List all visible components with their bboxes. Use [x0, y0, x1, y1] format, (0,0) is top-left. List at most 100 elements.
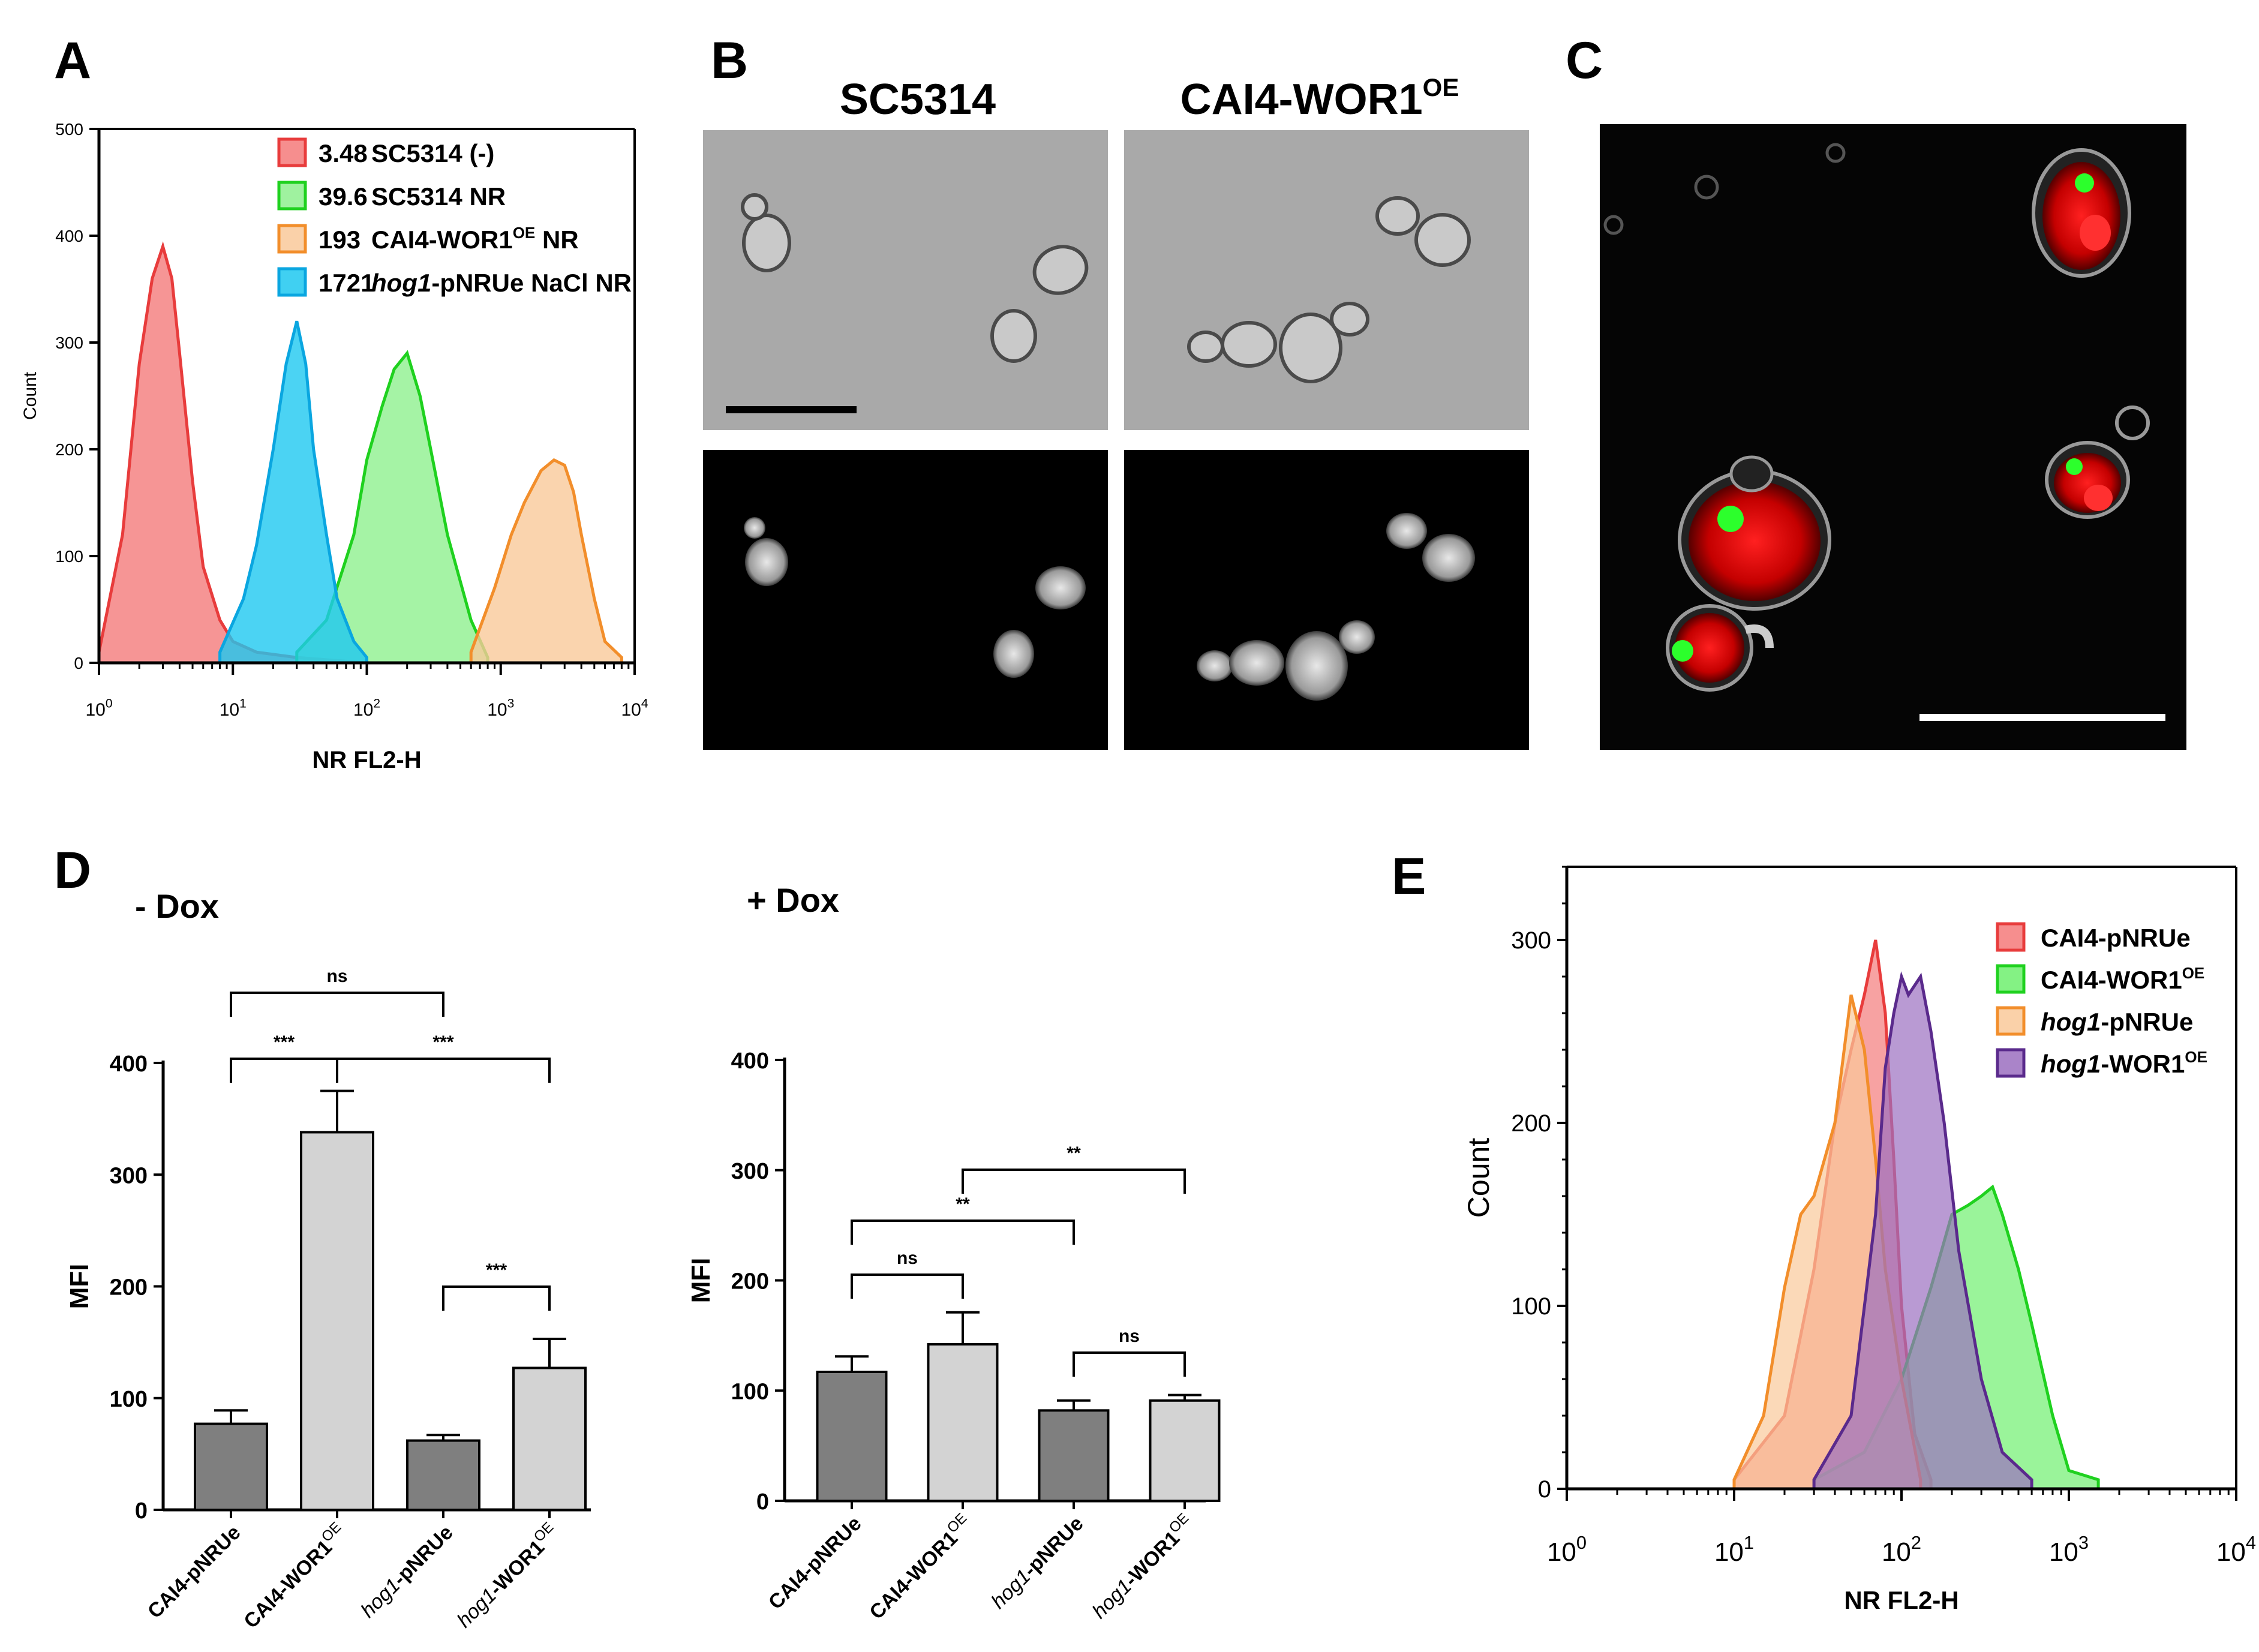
y-tick-label: 100: [110, 1387, 148, 1412]
panel-d-bar-chart-plus-dox: 0100200300400MFICAI4-pNRUeCAI4-WOR1OEhog…: [686, 1049, 1221, 1624]
panel-a: A 0 100 200 300 400 500 100 101 102 103 104 NR FL2-…: [20, 32, 648, 773]
legend-swatch: [277, 137, 307, 167]
legend-swatch: [277, 224, 307, 254]
x-tick-label: 103: [2049, 1532, 2089, 1567]
significance-label: ns: [1119, 1326, 1140, 1346]
x-tick-label: 101: [220, 697, 247, 720]
histogram-series-4: [1812, 971, 2033, 1491]
significance-bracket: [442, 1285, 551, 1311]
fluorescence-image-sc5314: [703, 450, 1108, 750]
bar: [1149, 1399, 1221, 1503]
x-tick-label: 101: [1714, 1532, 1754, 1567]
y-tick-label: 500: [55, 120, 83, 139]
y-tick-label: 400: [55, 227, 83, 245]
y-tick-label: 300: [55, 334, 83, 352]
x-tick-label: 102: [1882, 1532, 1921, 1567]
panel-a-histogram: 0 100 200 300 400 500 100 101 102 103 104 NR FL2-H C…: [20, 120, 648, 773]
brightfield-image-cai4-wor1oe: [1124, 130, 1529, 430]
legend-swatch: [1996, 964, 2026, 994]
legend-label: CAI4-pNRUe: [2041, 924, 2191, 952]
panel-d-letter: D: [54, 842, 91, 899]
bar: [194, 1422, 268, 1511]
significance-label: **: [1067, 1143, 1081, 1163]
significance-label: ***: [432, 1032, 453, 1052]
legend-label: CAI4-WOR1OE: [2041, 964, 2204, 994]
x-tick-label: 100: [85, 697, 112, 720]
y-tick-label: 300: [110, 1163, 148, 1188]
y-tick-label: 0: [74, 654, 83, 672]
y-tick-label: 400: [110, 1052, 148, 1077]
bar: [1038, 1409, 1110, 1502]
significance-label: **: [956, 1194, 970, 1214]
x-axis-title: NR FL2-H: [312, 747, 421, 773]
x-tick-label: 104: [621, 697, 648, 720]
y-axis-title: MFI: [65, 1264, 94, 1309]
panel-d-bar-chart-minus-dox: 0100200300400MFICAI4-pNRUeCAI4-WOR1OEhog…: [65, 966, 591, 1633]
x-tick-label: 104: [2216, 1532, 2256, 1567]
category-label: CAI4-WOR1OE: [238, 1519, 352, 1633]
legend-label: hog1-WOR1OE: [2041, 1048, 2207, 1078]
y-tick-label: 200: [55, 440, 83, 459]
category-label: hog1-WOR1OE: [450, 1519, 564, 1632]
legend-swatch: [1996, 1006, 2026, 1036]
brightfield-image-sc5314: [703, 130, 1108, 430]
category-label: CAI4-pNRUe: [143, 1521, 245, 1623]
legend-swatch: [1996, 922, 2026, 952]
category-label: CAI4-WOR1OE: [863, 1510, 977, 1624]
legend-label: SC5314 (-): [371, 139, 494, 167]
y-tick-label: 200: [731, 1269, 769, 1294]
panel-e-letter: E: [1392, 848, 1426, 905]
panel-c-letter: C: [1566, 32, 1603, 89]
y-tick-label: 0: [1538, 1476, 1551, 1503]
significance-bracket: [851, 1220, 1075, 1245]
bar: [816, 1371, 888, 1502]
y-tick-label: 400: [731, 1049, 769, 1074]
significance-label: ***: [274, 1032, 295, 1052]
legend-label: hog1-pNRUe NaCl NR: [371, 269, 632, 297]
y-tick-label: 200: [1511, 1110, 1551, 1137]
legend-label: SC5314 NR: [371, 182, 506, 211]
significance-label: ***: [486, 1260, 507, 1280]
bar: [927, 1343, 999, 1502]
legend-swatch: [1996, 1048, 2026, 1078]
significance-label: ns: [897, 1248, 918, 1268]
significance-bracket: [962, 1169, 1186, 1194]
x-tick-label: 102: [353, 697, 380, 720]
y-tick-label: 100: [1511, 1293, 1551, 1320]
category-label: hog1-WOR1OE: [1086, 1510, 1199, 1623]
x-axis-title: NR FL2-H: [1844, 1586, 1958, 1614]
panel-d-right-title: + Dox: [747, 881, 839, 919]
legend-label: CAI4-WOR1OE NR: [371, 224, 579, 254]
y-tick-label: 0: [135, 1498, 148, 1524]
panel-b-col2-title: CAI4-WOR1OE: [1180, 73, 1459, 124]
bar: [406, 1439, 480, 1511]
fluorescence-image-cai4-wor1oe: [1124, 450, 1529, 750]
y-tick-label: 0: [756, 1489, 769, 1515]
legend-value: 39.6: [319, 182, 368, 211]
legend-label: hog1-pNRUe: [2041, 1008, 2193, 1036]
y-axis-title: Count: [1462, 1138, 1495, 1218]
panel-b: B SC5314 CAI4-WOR1OE: [703, 32, 1529, 750]
significance-label: ns: [326, 966, 347, 986]
legend-value: 3.48: [319, 139, 368, 167]
category-label: hog1-pNRUe: [987, 1512, 1088, 1614]
y-tick-label: 100: [55, 547, 83, 566]
panel-c: C: [1566, 32, 2186, 750]
category-label: hog1-pNRUe: [356, 1521, 458, 1623]
panel-b-col1-title: SC5314: [840, 76, 996, 124]
y-tick-label: 200: [110, 1275, 148, 1300]
confocal-image: [1600, 124, 2186, 750]
significance-bracket: [851, 1273, 964, 1299]
y-tick-label: 300: [1511, 927, 1551, 954]
y-tick-label: 300: [731, 1159, 769, 1184]
panel-b-letter: B: [711, 32, 748, 89]
legend-value: 1721: [319, 269, 374, 297]
significance-bracket: [230, 1058, 338, 1083]
histogram-series-4: [218, 320, 368, 665]
panel-d: D - Dox + Dox 0 100 200 300 400 MFI CAI4-pNRUe…: [54, 842, 1221, 1633]
panel-d-left-title: - Dox: [135, 887, 219, 925]
x-tick-label: 100: [1547, 1532, 1587, 1567]
y-axis-title: MFI: [686, 1258, 716, 1303]
legend-swatch: [277, 267, 307, 297]
panel-e-histogram: 0 100 200 300 100 101 102 103 104 NR FL2-H Count CA…: [1462, 866, 2256, 1614]
